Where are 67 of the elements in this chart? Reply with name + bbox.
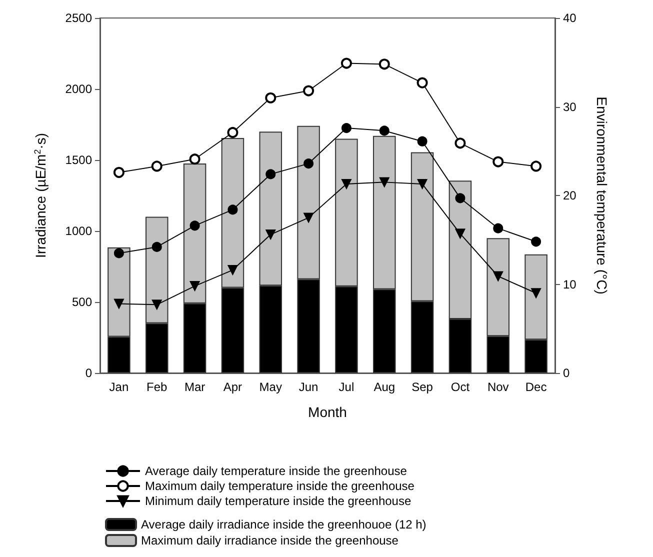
x-tick-label: May bbox=[259, 380, 282, 394]
point bbox=[493, 223, 504, 234]
x-tick-label: Mar bbox=[184, 380, 206, 394]
point bbox=[190, 220, 200, 231]
point bbox=[493, 271, 504, 282]
point bbox=[113, 166, 124, 178]
y-tick-label: 500 bbox=[72, 295, 92, 309]
y2-tick-label: 10 bbox=[563, 277, 577, 292]
x-tick-label: Jun bbox=[298, 380, 318, 394]
point bbox=[152, 300, 162, 310]
y2-tick-label: 40 bbox=[563, 11, 577, 25]
point bbox=[266, 169, 276, 180]
point bbox=[379, 126, 390, 136]
x-tick-label: Sep bbox=[412, 380, 434, 394]
x-tick-label: Feb bbox=[146, 380, 168, 394]
y-tick-label: 0 bbox=[85, 366, 92, 380]
y2-tick-label: 30 bbox=[563, 100, 577, 114]
point bbox=[341, 123, 352, 134]
x-tick-label: Aug bbox=[374, 380, 396, 394]
legend-label: Average daily irradiance inside the greenhouoe (12 h) bbox=[141, 518, 426, 532]
point bbox=[304, 158, 314, 169]
x-tick-label: Jul bbox=[338, 380, 354, 394]
point bbox=[304, 212, 314, 223]
y-tick-label: 2000 bbox=[65, 82, 92, 96]
point bbox=[454, 138, 466, 149]
point bbox=[455, 193, 466, 204]
x-tick-label: Oct bbox=[450, 380, 470, 394]
point bbox=[530, 160, 542, 172]
legend-label: Maximum daily irradiance inside the greenhouse bbox=[141, 534, 399, 548]
y-axis-title: Irradiance (µE/m2·s) bbox=[32, 132, 48, 258]
point bbox=[417, 136, 428, 146]
point bbox=[455, 228, 466, 239]
y2-axis-title: Environmental temperature (°C) bbox=[594, 96, 610, 294]
point bbox=[152, 242, 162, 252]
point bbox=[114, 298, 124, 309]
point bbox=[379, 177, 390, 188]
legend-label: Minimum daily temperature inside the greenhouse bbox=[145, 494, 412, 508]
y2-tick-label: 0 bbox=[563, 366, 570, 380]
point bbox=[151, 160, 162, 172]
x-axis-title: Month bbox=[308, 404, 347, 420]
point bbox=[378, 58, 390, 70]
point bbox=[341, 178, 352, 189]
point bbox=[228, 204, 238, 215]
point bbox=[265, 92, 276, 104]
y-tick-label: 2500 bbox=[65, 11, 92, 25]
point bbox=[492, 156, 504, 168]
x-tick-label: Apr bbox=[223, 380, 242, 394]
legend-label: Average daily temperature inside the greenhouse bbox=[145, 464, 408, 478]
point bbox=[228, 265, 238, 276]
point bbox=[303, 85, 314, 96]
point bbox=[266, 230, 276, 240]
point bbox=[190, 281, 200, 292]
y-tick-label: 1500 bbox=[65, 153, 92, 167]
point bbox=[340, 58, 352, 69]
y2-tick-label: 20 bbox=[563, 188, 577, 202]
x-tick-label: Jan bbox=[109, 380, 129, 394]
point bbox=[189, 154, 200, 165]
legend-label: Maximum daily temperature inside the greenhouse bbox=[145, 479, 415, 493]
x-tick-label: Nov bbox=[487, 380, 509, 394]
point bbox=[227, 126, 238, 138]
point bbox=[416, 77, 428, 88]
point bbox=[531, 236, 542, 247]
x-tick-label: Dec bbox=[525, 380, 547, 394]
point bbox=[417, 178, 428, 189]
y-tick-label: 1000 bbox=[65, 224, 92, 238]
point bbox=[531, 288, 542, 298]
point bbox=[114, 248, 124, 258]
